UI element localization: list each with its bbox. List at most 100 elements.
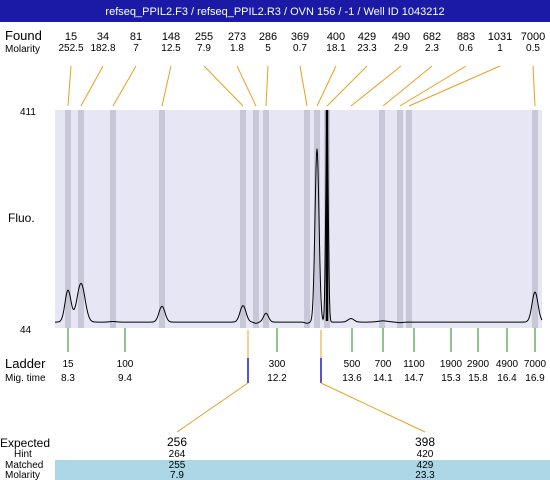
found-molarity: 2.9 bbox=[394, 43, 408, 54]
found-size: 81 bbox=[130, 31, 142, 43]
ladder-size: 4900 bbox=[496, 359, 519, 370]
molarity-label: Molarity bbox=[5, 44, 40, 55]
expected-connector bbox=[176, 382, 249, 433]
found-molarity: 7.9 bbox=[197, 43, 211, 54]
peak-band bbox=[159, 110, 165, 328]
found-connector bbox=[161, 65, 172, 107]
found-size: 148 bbox=[162, 31, 180, 43]
found-size: 369 bbox=[291, 31, 309, 43]
found-size: 883 bbox=[457, 31, 475, 43]
molarity-bottom-label: Molarity bbox=[5, 470, 40, 480]
found-size: 400 bbox=[327, 31, 345, 43]
expected-hint: 264 bbox=[169, 449, 186, 460]
ladder-size: 700 bbox=[375, 359, 392, 370]
found-connector bbox=[203, 65, 244, 107]
found-molarity: 0.5 bbox=[526, 43, 540, 54]
found-connector bbox=[112, 65, 137, 107]
ladder-mig-time: 8.3 bbox=[61, 373, 75, 384]
ladder-size: 100 bbox=[117, 359, 134, 370]
found-connectors bbox=[67, 65, 536, 107]
found-connector bbox=[80, 65, 104, 107]
matched-label: Matched bbox=[5, 460, 43, 471]
ladder-mig-time: 16.9 bbox=[525, 373, 545, 384]
expected-hint: 420 bbox=[417, 449, 434, 460]
found-size: 1031 bbox=[488, 31, 512, 43]
found-size: 273 bbox=[228, 31, 246, 43]
peak-band bbox=[78, 110, 84, 328]
ladder-mig-time: 15.3 bbox=[441, 373, 461, 384]
ladder-markers: 15 8.3 100 9.4 300 12.2 500 13.6 700 14.1 1100 14.7… bbox=[61, 328, 547, 384]
peak-band bbox=[379, 110, 385, 328]
mig-time-label: Mig. time bbox=[5, 373, 46, 384]
found-molarity: 5 bbox=[265, 43, 271, 54]
matched-row-background bbox=[55, 460, 550, 480]
expected-connector bbox=[320, 382, 426, 433]
ladder-size: 500 bbox=[344, 359, 361, 370]
ladder-mig-time: 16.4 bbox=[497, 373, 517, 384]
y-max-label: 411 bbox=[20, 107, 36, 118]
peak-band bbox=[65, 110, 71, 328]
ladder-mig-time: 12.2 bbox=[267, 373, 287, 384]
ladder-mig-time: 14.1 bbox=[373, 373, 393, 384]
found-connector bbox=[316, 65, 337, 107]
ladder-mig-time: 14.7 bbox=[404, 373, 424, 384]
found-molarity: 23.3 bbox=[357, 43, 377, 54]
found-size: 682 bbox=[423, 31, 441, 43]
y-min-label: 44 bbox=[20, 325, 32, 336]
ladder-size: 1900 bbox=[440, 359, 463, 370]
peak-bands bbox=[65, 110, 538, 328]
expected-molarity: 23.3 bbox=[415, 470, 435, 480]
found-molarity: 1 bbox=[497, 43, 503, 54]
found-molarity: 12.5 bbox=[161, 43, 181, 54]
found-connector bbox=[265, 65, 269, 107]
found-size: 15 bbox=[65, 31, 77, 43]
expected-matched: 255 bbox=[169, 460, 186, 471]
plot-area bbox=[55, 110, 542, 328]
ladder-size: 7000 bbox=[524, 359, 547, 370]
found-connector bbox=[408, 65, 501, 107]
found-molarity: 1.8 bbox=[230, 43, 244, 54]
found-connector bbox=[299, 65, 308, 107]
found-label: Found bbox=[5, 28, 42, 43]
found-connector bbox=[236, 65, 257, 107]
y-axis-title: Fluo. bbox=[8, 211, 35, 225]
found-connector bbox=[67, 65, 72, 107]
ladder-mig-time: 13.6 bbox=[342, 373, 362, 384]
found-molarity: 252.5 bbox=[58, 43, 83, 54]
found-connector bbox=[532, 65, 536, 107]
ladder-label: Ladder bbox=[5, 356, 46, 371]
ladder-size: 300 bbox=[269, 359, 286, 370]
ladder-mig-time: 15.8 bbox=[468, 373, 488, 384]
expected-size: 398 bbox=[415, 435, 435, 449]
peak-band bbox=[314, 110, 320, 328]
found-size: 7000 bbox=[521, 31, 545, 43]
found-connector bbox=[399, 65, 467, 107]
found-molarity: 2.3 bbox=[425, 43, 439, 54]
found-molarity: 7 bbox=[133, 43, 139, 54]
expected-molarity: 7.9 bbox=[170, 470, 184, 480]
found-size: 286 bbox=[259, 31, 277, 43]
expected-connectors bbox=[176, 330, 426, 433]
ladder-mig-time: 9.4 bbox=[118, 373, 132, 384]
found-size: 255 bbox=[195, 31, 213, 43]
found-size: 490 bbox=[392, 31, 410, 43]
ladder-size: 1100 bbox=[403, 359, 425, 370]
found-size: 34 bbox=[97, 31, 109, 43]
expected-label: Expected bbox=[0, 436, 50, 450]
peak-band bbox=[406, 110, 412, 328]
peak-band bbox=[240, 110, 246, 328]
title-bar bbox=[0, 0, 550, 22]
found-molarity: 0.6 bbox=[459, 43, 473, 54]
found-connector bbox=[326, 65, 368, 107]
ladder-size: 2900 bbox=[467, 359, 490, 370]
found-size: 429 bbox=[358, 31, 376, 43]
fluorescence-trace bbox=[55, 109, 543, 324]
peak-band bbox=[397, 110, 403, 328]
chart-title: refseq_PPIL2.F3 / refseq_PPIL2.R3 / OVN … bbox=[105, 6, 444, 18]
found-molarity: 0.7 bbox=[293, 43, 307, 54]
peak-band bbox=[110, 110, 116, 328]
found-molarity: 18.1 bbox=[326, 43, 346, 54]
